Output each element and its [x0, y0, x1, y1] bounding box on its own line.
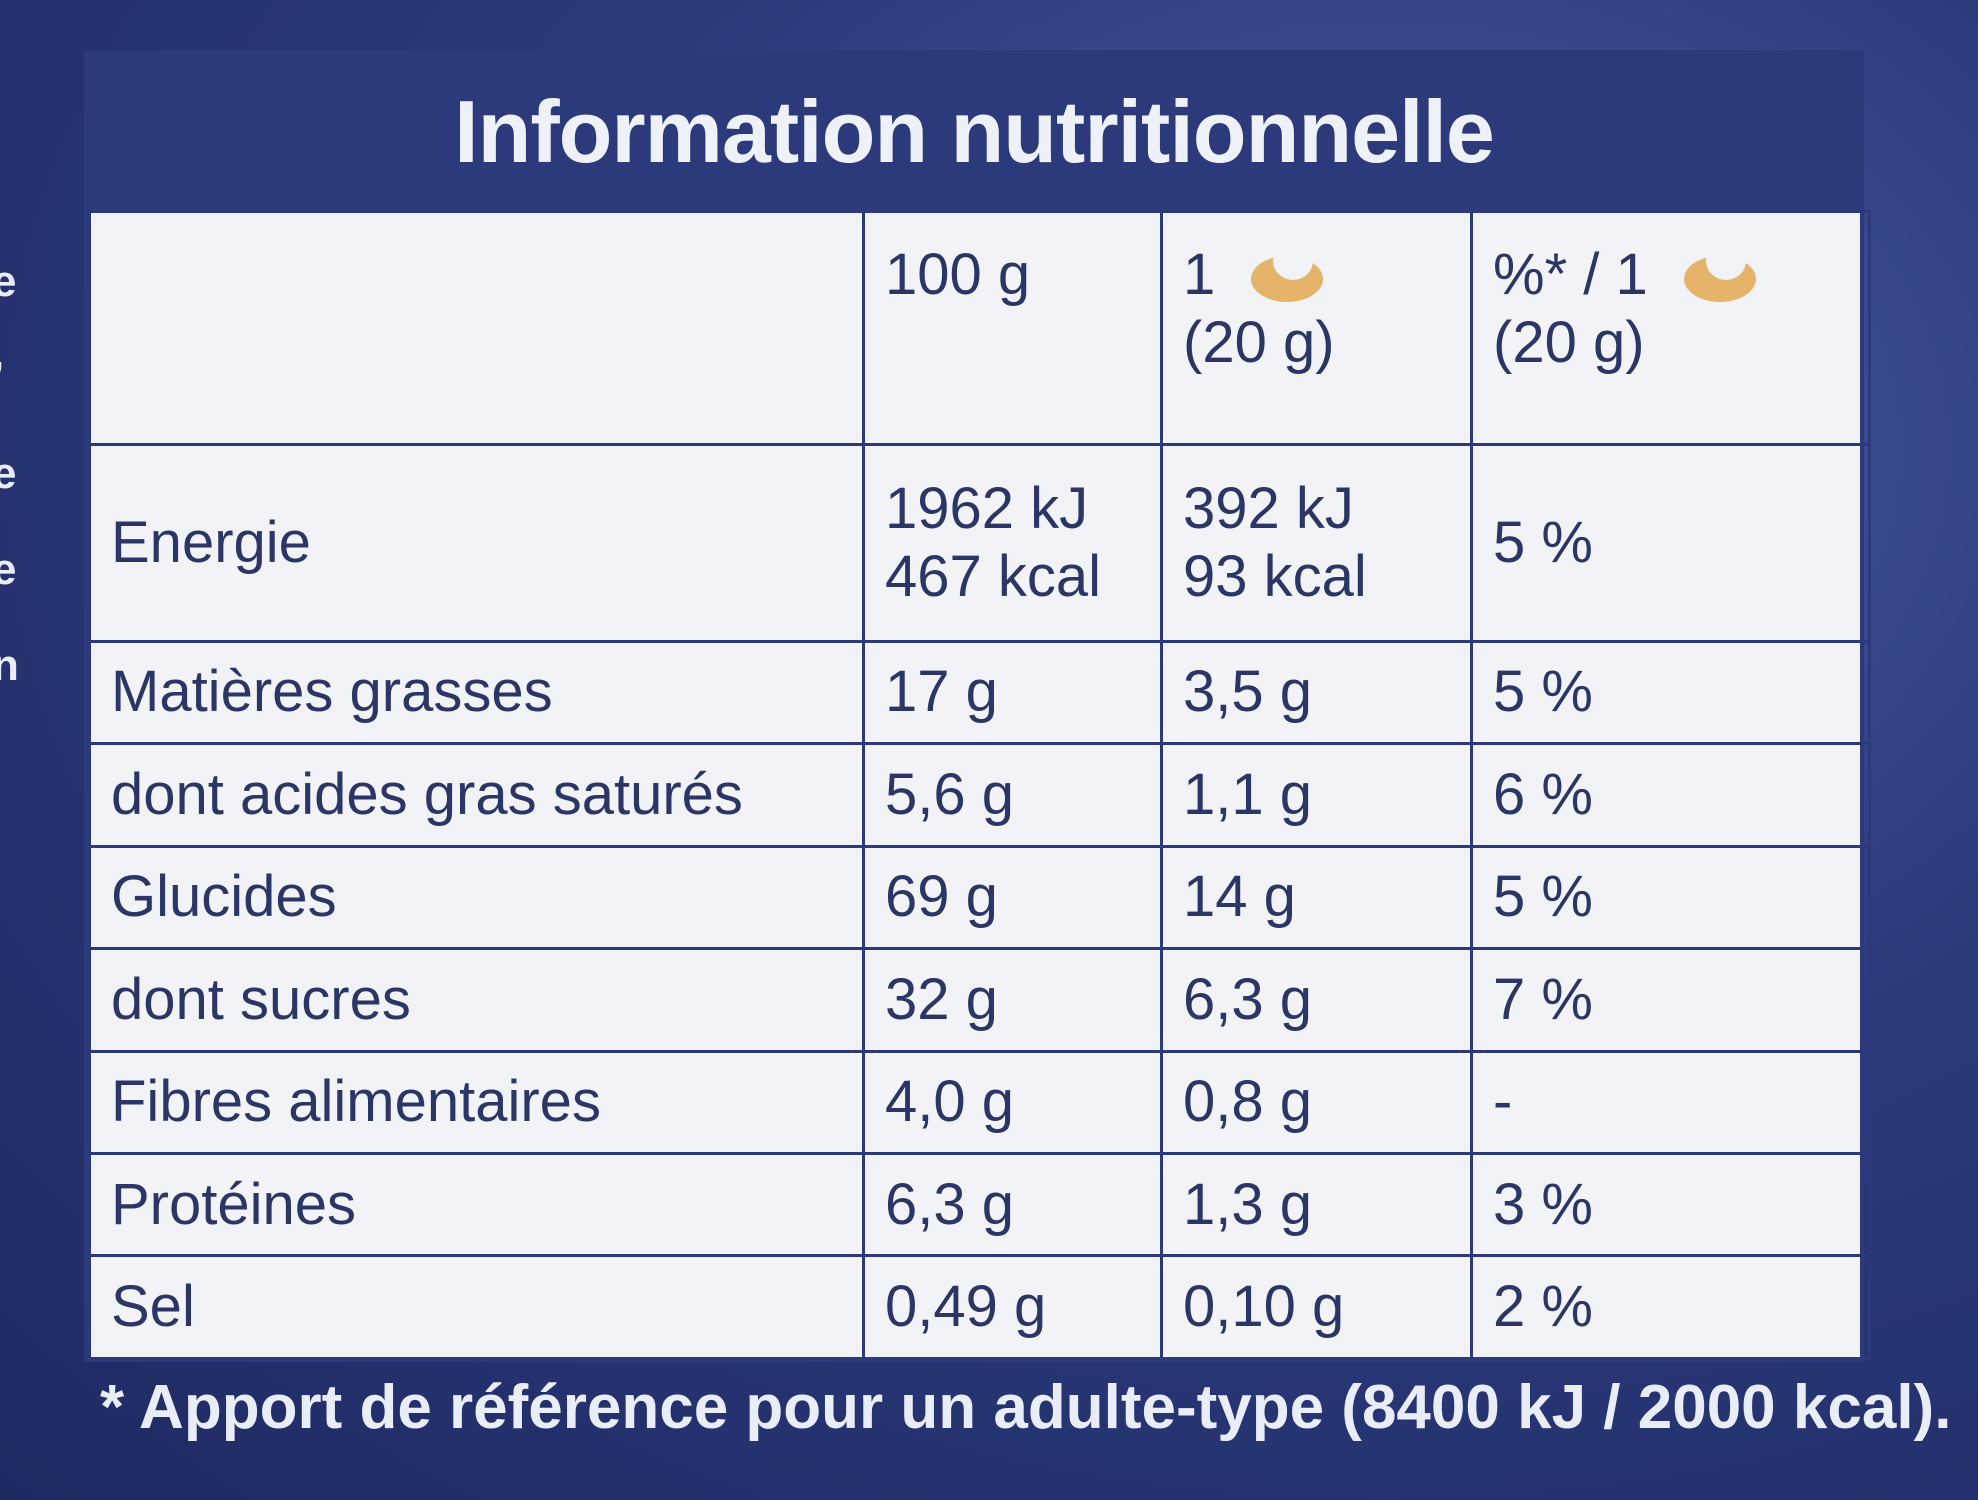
row-per100: 5,6 g — [862, 742, 1163, 848]
side-letter: e — [0, 257, 17, 306]
header-portion-weight: (20 g) — [1183, 310, 1335, 376]
energy-portion-kcal: 93 kcal — [1183, 543, 1367, 609]
side-letter: n — [0, 641, 19, 690]
table-row: Matières grasses 17 g 3,5 g 5 % — [88, 639, 1871, 746]
row-per100: 4,0 g — [862, 1049, 1163, 1156]
header-ri-weight: (20 g) — [1493, 310, 1645, 376]
row-ri: 5 % — [1470, 639, 1871, 746]
nutrition-table: 100 g 1 (20 g) %* / 1 (20 g) Energie 196… — [88, 209, 1871, 1360]
row-portion: 0,10 g — [1160, 1254, 1473, 1360]
energy-row: Energie 1962 kJ 467 kcal 392 kJ 93 kcal … — [88, 443, 1871, 643]
row-ri: - — [1470, 1049, 1871, 1156]
energy-portion: 392 kJ 93 kcal — [1160, 443, 1473, 643]
row-per100: 32 g — [862, 947, 1163, 1053]
table-row: Glucides 69 g 14 g 5 % — [88, 844, 1871, 951]
row-label: Sel — [88, 1254, 865, 1360]
row-per100: 17 g — [862, 639, 1163, 746]
row-ri: 5 % — [1470, 844, 1871, 951]
row-portion: 1,3 g — [1160, 1152, 1473, 1258]
row-label: Glucides — [88, 844, 865, 951]
row-portion: 14 g — [1160, 844, 1473, 951]
side-letter: e — [0, 449, 17, 498]
row-label: dont acides gras saturés — [88, 742, 865, 848]
row-portion: 3,5 g — [1160, 639, 1473, 746]
row-ri: 3 % — [1470, 1152, 1871, 1258]
side-letter: ’ — [0, 356, 30, 400]
energy-ri: 5 % — [1470, 443, 1871, 643]
row-label: dont sucres — [88, 947, 865, 1053]
energy-per100-kj: 1962 kJ — [885, 475, 1089, 541]
table-row: Fibres alimentaires 4,0 g 0,8 g - — [88, 1049, 1871, 1156]
header-per-100g: 100 g — [862, 209, 1163, 447]
row-per100: 69 g — [862, 844, 1163, 951]
cookie-icon — [1683, 241, 1756, 302]
row-label: Protéines — [88, 1152, 865, 1258]
cookie-icon — [1251, 241, 1324, 302]
row-per100: 0,49 g — [862, 1254, 1163, 1360]
row-ri: 7 % — [1470, 947, 1871, 1053]
side-letter: e — [0, 545, 17, 594]
header-reference-intake: %* / 1 (20 g) — [1470, 209, 1871, 447]
row-ri: 6 % — [1470, 742, 1871, 848]
energy-portion-kj: 392 kJ — [1183, 475, 1354, 541]
row-portion: 6,3 g — [1160, 947, 1473, 1053]
header-portion-count: 1 — [1183, 242, 1216, 307]
table-row: Protéines 6,3 g 1,3 g 3 % — [88, 1152, 1871, 1258]
row-per100: 6,3 g — [862, 1152, 1163, 1258]
row-portion: 0,8 g — [1160, 1049, 1473, 1156]
table-row: dont sucres 32 g 6,3 g 7 % — [88, 947, 1871, 1053]
side-edge-text: e ’ e e n — [0, 260, 30, 740]
header-per-portion: 1 (20 g) — [1160, 209, 1473, 447]
header-ri-label: %* / 1 — [1493, 242, 1648, 307]
row-label: Matières grasses — [88, 639, 865, 746]
row-label: Energie — [88, 443, 865, 643]
energy-per100: 1962 kJ 467 kcal — [862, 443, 1163, 643]
energy-per100-kcal: 467 kcal — [885, 543, 1102, 609]
table-title: Information nutritionnelle — [88, 54, 1860, 210]
row-portion: 1,1 g — [1160, 742, 1473, 848]
header-empty-cell — [88, 209, 865, 447]
footnote: * Apport de référence pour un adulte-typ… — [100, 1373, 1952, 1442]
table-row: Sel 0,49 g 0,10 g 2 % — [88, 1254, 1871, 1360]
row-label: Fibres alimentaires — [88, 1049, 865, 1156]
header-row: 100 g 1 (20 g) %* / 1 (20 g) — [88, 209, 1871, 447]
table-row: dont acides gras saturés 5,6 g 1,1 g 6 % — [88, 742, 1871, 848]
row-ri: 2 % — [1470, 1254, 1871, 1360]
nutrition-panel: Information nutritionnelle 100 g 1 (20 g… — [84, 50, 1871, 1362]
